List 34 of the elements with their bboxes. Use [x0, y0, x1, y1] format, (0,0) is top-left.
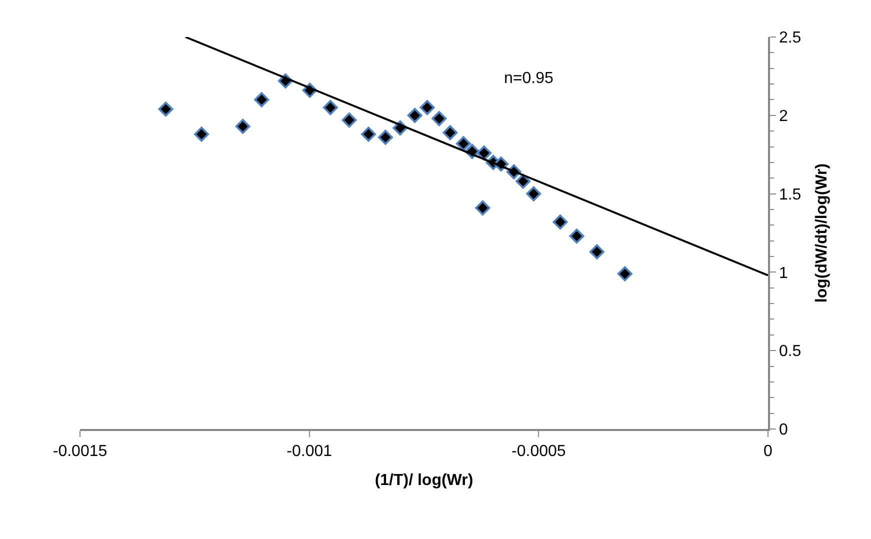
point	[432, 111, 447, 126]
y-axis-title: log(dW/dt)/log(Wr)	[813, 163, 830, 303]
annotation: n=0.95	[504, 70, 554, 87]
point	[407, 108, 422, 123]
x-axis-title: (1/T)/ log(Wr)	[374, 472, 474, 490]
point	[476, 146, 492, 161]
y-tick-label: 2.5	[778, 30, 802, 47]
point	[420, 100, 435, 116]
point	[322, 100, 338, 116]
y-tick-label: 1.5	[778, 186, 802, 204]
point	[589, 244, 604, 260]
y-tick-label: 0.5	[778, 343, 802, 360]
x-tick-label: -0.001	[286, 442, 332, 460]
point	[569, 228, 584, 244]
point	[475, 200, 490, 216]
point	[456, 136, 471, 152]
x-tick-label: -0.0005	[512, 442, 566, 460]
point	[254, 92, 270, 108]
point	[442, 125, 458, 140]
x-tick-label: -0.0015	[52, 442, 108, 460]
point	[342, 112, 357, 128]
point	[194, 126, 210, 142]
y-tick-label: 0	[778, 422, 788, 439]
y-tick-label: 1	[778, 264, 788, 282]
point	[552, 214, 568, 230]
point	[617, 266, 632, 282]
point	[235, 118, 250, 134]
point	[526, 186, 542, 202]
point	[361, 126, 376, 142]
point	[158, 102, 174, 117]
x-tick-label: 0	[764, 442, 773, 460]
y-tick-label: 2	[778, 108, 788, 125]
point	[378, 130, 393, 145]
point	[516, 174, 531, 189]
